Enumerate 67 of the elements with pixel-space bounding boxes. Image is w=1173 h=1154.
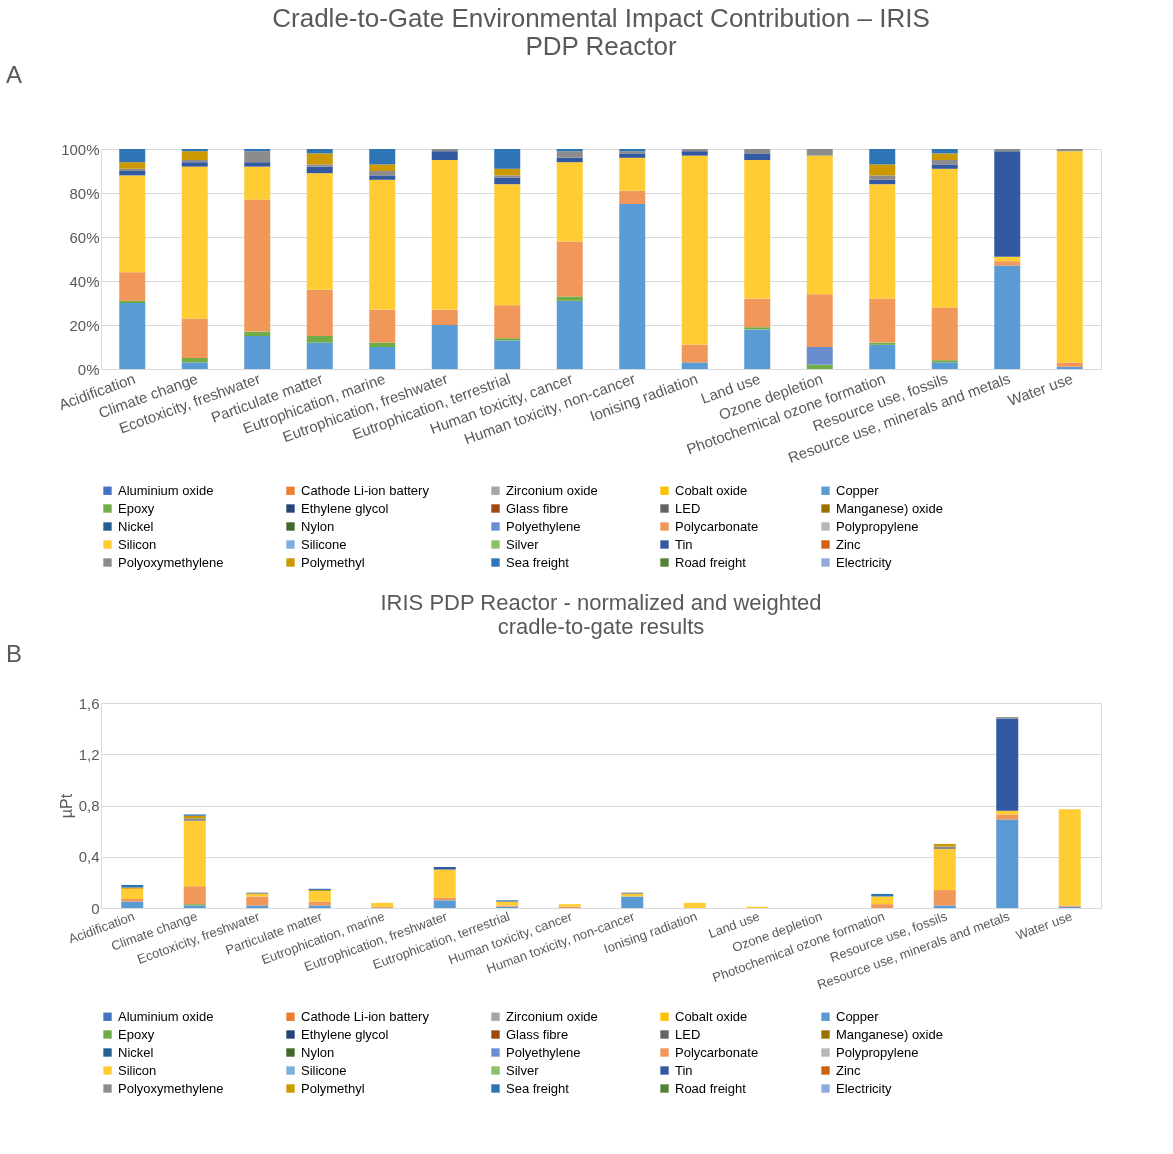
- chart-title: Cradle-to-Gate Environmental Impact Contribution – IRIS PDP Reactor: [272, 3, 930, 61]
- y-tick-label: 0,8: [78, 797, 100, 814]
- y-tick-label: 20%: [69, 316, 100, 334]
- legend-label: Copper: [836, 1008, 880, 1024]
- legend-label: Cathode Li-ion battery: [301, 1008, 430, 1024]
- legend-label: Silver: [506, 536, 540, 552]
- legend-label: Silicon: [118, 536, 157, 552]
- y-tick-label: 60%: [69, 228, 100, 246]
- legend-label: Polyethylene: [506, 518, 581, 534]
- y-tick-label: 1,6: [78, 694, 100, 712]
- legend-label: Zirconium oxide: [506, 1008, 598, 1024]
- y-tick-label: 80%: [69, 184, 100, 202]
- y-tick-label: 1,2: [78, 745, 100, 763]
- legend-label: Polyoxymethylene: [118, 1080, 224, 1096]
- legend-label: LED: [675, 1026, 701, 1042]
- legend-label: Glass fibre: [506, 1026, 569, 1042]
- y-axis-title: µPt: [57, 793, 75, 819]
- legend-label: Polypropylene: [836, 1044, 919, 1060]
- legend-label: Road freight: [675, 1080, 747, 1096]
- legend-label: Zinc: [836, 1062, 862, 1078]
- y-tick-label: 0: [91, 899, 100, 917]
- legend-label: Sea freight: [506, 554, 570, 570]
- legend-label: Aluminium oxide: [118, 1008, 214, 1024]
- legend-label: Ethylene glycol: [301, 500, 389, 516]
- y-tick-label: 0,4: [78, 848, 100, 866]
- legend-label: Glass fibre: [506, 500, 569, 516]
- y-tick-label: 100%: [61, 140, 100, 158]
- legend-label: Cobalt oxide: [675, 482, 748, 498]
- legend-label: Polymethyl: [301, 1080, 365, 1096]
- legend-label: Electricity: [836, 1080, 893, 1096]
- legend-label: Silicone: [301, 536, 347, 552]
- legend-label: Polyoxymethylene: [118, 554, 224, 570]
- legend-label: Nickel: [118, 1044, 154, 1060]
- legend-label: Silicone: [301, 1062, 347, 1078]
- legend-label: Epoxy: [118, 500, 155, 516]
- legend-label: LED: [675, 500, 701, 516]
- legend-label: Polycarbonate: [675, 518, 759, 534]
- y-tick-label: 40%: [69, 272, 100, 290]
- legend-label: Ethylene glycol: [301, 1026, 389, 1042]
- legend-label: Silver: [506, 1062, 540, 1078]
- text: B: [6, 640, 23, 667]
- legend-label: Road freight: [675, 554, 747, 570]
- legend-label: Tin: [675, 1062, 693, 1078]
- legend-label: Polycarbonate: [675, 1044, 759, 1060]
- legend-label: Nickel: [118, 518, 154, 534]
- legend-label: Polymethyl: [301, 554, 365, 570]
- y-tick-label: 0%: [77, 360, 100, 378]
- legend-label: Zinc: [836, 536, 862, 552]
- legend-label: Epoxy: [118, 1026, 155, 1042]
- legend-label: Silicon: [118, 1062, 157, 1078]
- legend-label: Cathode Li-ion battery: [301, 482, 430, 498]
- legend-label: Cobalt oxide: [675, 1008, 748, 1024]
- legend-label: Aluminium oxide: [118, 482, 214, 498]
- legend-label: Sea freight: [506, 1080, 570, 1096]
- legend-label: Polyethylene: [506, 1044, 581, 1060]
- x-tick-label: Water use: [1013, 908, 1075, 943]
- legend-label: Copper: [836, 482, 880, 498]
- legend-label: Manganese) oxide: [836, 1026, 943, 1042]
- legend-label: Tin: [675, 536, 693, 552]
- legend-label: Nylon: [301, 1044, 335, 1060]
- legend-label: Manganese) oxide: [836, 500, 943, 516]
- legend-label: Electricity: [836, 554, 893, 570]
- legend-label: Nylon: [301, 518, 335, 534]
- legend-label: Zirconium oxide: [506, 482, 598, 498]
- legend-label: Polypropylene: [836, 518, 919, 534]
- chart-title: IRIS PDP Reactor - normalized and weighted cradle-to-gate results: [380, 590, 822, 639]
- text: A: [6, 61, 23, 88]
